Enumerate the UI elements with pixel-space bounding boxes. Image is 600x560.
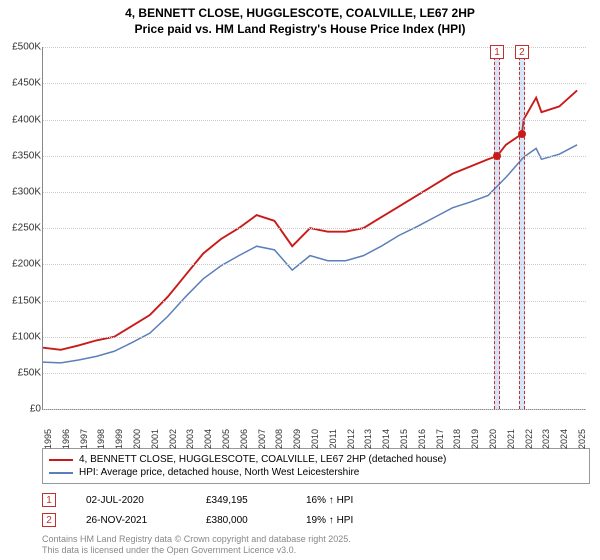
xtick-label: 2025 <box>577 429 587 449</box>
sale-row: 2 26-NOV-2021 £380,000 19% ↑ HPI <box>42 510 590 530</box>
xtick-label: 2002 <box>168 429 178 449</box>
xtick-label: 1996 <box>61 429 71 449</box>
xtick-label: 1997 <box>79 429 89 449</box>
sale-row: 1 02-JUL-2020 £349,195 16% ↑ HPI <box>42 490 590 510</box>
gridline-h <box>43 47 586 48</box>
sale-price: £380,000 <box>206 515 276 526</box>
ytick-label: £300K <box>1 186 41 197</box>
xtick-label: 2000 <box>132 429 142 449</box>
plot-region: £0£50K£100K£150K£200K£250K£300K£350K£400… <box>42 47 586 410</box>
xtick-label: 2020 <box>488 429 498 449</box>
title-line1: 4, BENNETT CLOSE, HUGGLESCOTE, COALVILLE… <box>0 6 600 22</box>
marker-band <box>494 47 499 409</box>
legend-swatch-1 <box>49 459 73 461</box>
legend-row-series1: 4, BENNETT CLOSE, HUGGLESCOTE, COALVILLE… <box>49 453 583 466</box>
xtick-label: 1998 <box>96 429 106 449</box>
xtick-label: 2008 <box>274 429 284 449</box>
xtick-label: 2007 <box>257 429 267 449</box>
gridline-h <box>43 83 586 84</box>
xtick-label: 2024 <box>559 429 569 449</box>
xtick-label: 2014 <box>381 429 391 449</box>
ytick-label: £0 <box>1 404 41 415</box>
copyright: Contains HM Land Registry data © Crown c… <box>42 534 590 556</box>
sale-date: 26-NOV-2021 <box>86 515 176 526</box>
xtick-label: 2019 <box>470 429 480 449</box>
ytick-label: £500K <box>1 42 41 53</box>
xtick-label: 2017 <box>435 429 445 449</box>
gridline-h <box>43 337 586 338</box>
ytick-label: £50K <box>1 367 41 378</box>
ytick-label: £450K <box>1 78 41 89</box>
xtick-label: 2003 <box>185 429 195 449</box>
chart-area: £0 £50K £100K £150K £200K £250K £300K £350K £400… <box>0 43 592 444</box>
ytick-label: £250K <box>1 223 41 234</box>
ytick-label: £150K <box>1 295 41 306</box>
gridline-h <box>43 228 586 229</box>
gridline-h <box>43 264 586 265</box>
copyright-line2: This data is licensed under the Open Gov… <box>42 545 590 556</box>
sale-index-box: 1 <box>42 493 56 507</box>
legend-label-2: HPI: Average price, detached house, Nort… <box>79 467 359 478</box>
xtick-label: 1999 <box>114 429 124 449</box>
gridline-h <box>43 120 586 121</box>
marker-number-box: 1 <box>490 45 504 59</box>
xtick-label: 2013 <box>363 429 373 449</box>
chart-title: 4, BENNETT CLOSE, HUGGLESCOTE, COALVILLE… <box>0 0 600 39</box>
sale-point-marker <box>518 130 526 138</box>
xtick-label: 2016 <box>417 429 427 449</box>
xtick-label: 1995 <box>43 429 53 449</box>
ytick-label: £200K <box>1 259 41 270</box>
legend-label-1: 4, BENNETT CLOSE, HUGGLESCOTE, COALVILLE… <box>79 454 446 465</box>
gridline-h <box>43 409 586 410</box>
sale-delta: 19% ↑ HPI <box>306 515 386 526</box>
marker-number-box: 2 <box>515 45 529 59</box>
sales-table: 1 02-JUL-2020 £349,195 16% ↑ HPI 2 26-NOV-202… <box>42 490 590 530</box>
xtick-label: 2022 <box>524 429 534 449</box>
xtick-label: 2018 <box>452 429 462 449</box>
xtick-label: 2011 <box>328 429 338 448</box>
gridline-h <box>43 192 586 193</box>
ytick-label: £350K <box>1 150 41 161</box>
legend-row-series2: HPI: Average price, detached house, Nort… <box>49 466 583 479</box>
ytick-label: £100K <box>1 331 41 342</box>
title-line2: Price paid vs. HM Land Registry's House … <box>0 22 600 38</box>
xtick-label: 2004 <box>203 429 213 449</box>
sale-date: 02-JUL-2020 <box>86 495 176 506</box>
legend-swatch-2 <box>49 472 73 474</box>
gridline-h <box>43 301 586 302</box>
sale-index-box: 2 <box>42 513 56 527</box>
bottom-panel: 4, BENNETT CLOSE, HUGGLESCOTE, COALVILLE… <box>0 444 600 560</box>
gridline-h <box>43 373 586 374</box>
xtick-label: 2009 <box>292 429 302 449</box>
xtick-label: 2023 <box>541 429 551 449</box>
legend-box: 4, BENNETT CLOSE, HUGGLESCOTE, COALVILLE… <box>42 448 590 484</box>
sale-price: £349,195 <box>206 495 276 506</box>
xtick-label: 2001 <box>150 429 160 449</box>
sale-delta: 16% ↑ HPI <box>306 495 386 506</box>
xtick-label: 2005 <box>221 429 231 449</box>
chart-container: 4, BENNETT CLOSE, HUGGLESCOTE, COALVILLE… <box>0 0 600 560</box>
xtick-label: 2015 <box>399 429 409 449</box>
xtick-label: 2012 <box>346 429 356 449</box>
ytick-label: £400K <box>1 114 41 125</box>
marker-band <box>519 47 524 409</box>
gridline-h <box>43 156 586 157</box>
xtick-label: 2006 <box>239 429 249 449</box>
copyright-line1: Contains HM Land Registry data © Crown c… <box>42 534 590 545</box>
xtick-label: 2021 <box>506 429 516 449</box>
sale-point-marker <box>493 152 501 160</box>
xtick-label: 2010 <box>310 429 320 449</box>
